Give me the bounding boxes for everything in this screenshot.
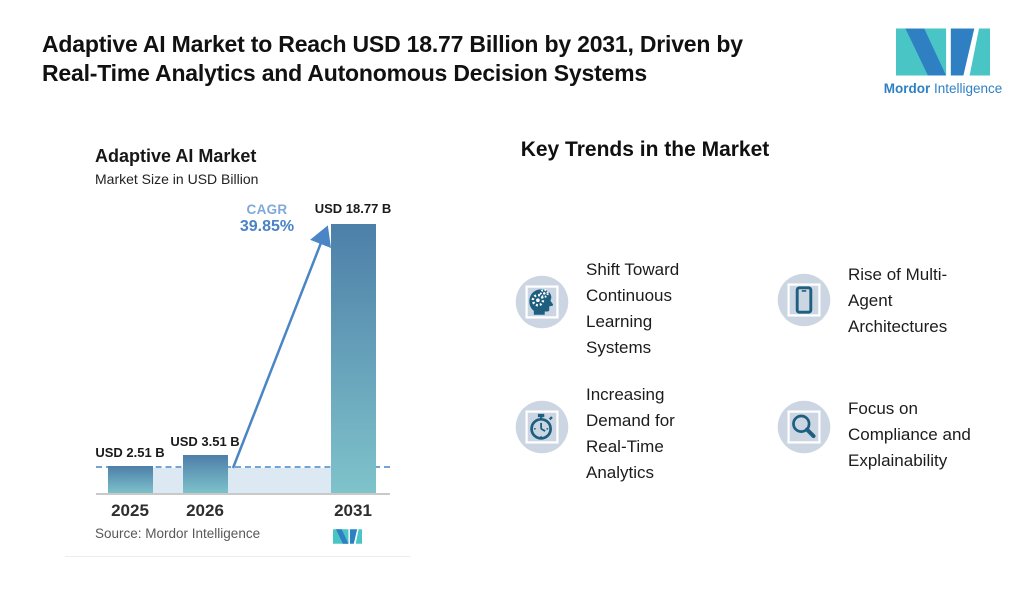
mordor-logo-small-icon xyxy=(333,529,362,544)
trend-text: Rise of Multi- Agent Architectures xyxy=(848,265,948,336)
mordor-logo-icon xyxy=(896,28,990,76)
bar-2031 xyxy=(331,224,376,494)
chart-title: Adaptive AI Market xyxy=(95,146,257,166)
page-title: Adaptive AI Market to Reach USD 18.77 Bi… xyxy=(42,31,743,86)
trend-item-continuous-learning: Shift Toward Continuous Learning Systems xyxy=(513,257,679,361)
bar-2026 xyxy=(183,455,228,494)
stopwatch-icon xyxy=(515,400,569,454)
trend-item-real-time-analytics: Increasing Demand for Real-Time Analytic… xyxy=(513,382,675,486)
x-tick-2031: 2031 xyxy=(334,501,372,520)
bar-value-label: USD 2.51 B xyxy=(95,445,165,460)
smartphone-icon xyxy=(777,273,831,327)
brand-name: Mordor Intelligence xyxy=(883,81,1003,96)
head-gears-icon xyxy=(515,275,569,329)
cagr-label: CAGR xyxy=(246,202,288,217)
bar-value-label: USD 18.77 B xyxy=(314,201,392,216)
cagr-value: 39.85% xyxy=(239,218,295,235)
market-size-chart: Adaptive AI Market Market Size in USD Bi… xyxy=(65,130,410,560)
source-credit: Source: Mordor Intelligence xyxy=(95,526,261,541)
bar-2025 xyxy=(108,466,153,494)
bar-value-label: USD 3.51 B xyxy=(170,434,240,449)
trend-item-compliance-explainability: Focus on Compliance and Explainability xyxy=(775,396,971,474)
trend-item-multi-agent: Rise of Multi- Agent Architectures xyxy=(775,262,947,340)
trends-heading: Key Trends in the Market xyxy=(520,138,770,161)
chart-subtitle: Market Size in USD Billion xyxy=(95,171,259,187)
brand-logo: Mordor Intelligence xyxy=(880,28,1006,96)
trend-text: Shift Toward Continuous Learning Systems xyxy=(586,260,680,357)
x-tick-2025: 2025 xyxy=(111,501,149,520)
magnifier-icon xyxy=(777,400,831,454)
trend-text: Focus on Compliance and Explainability xyxy=(848,399,971,470)
cagr-annotation: CAGR 39.85% xyxy=(233,202,301,236)
divider xyxy=(65,556,410,557)
x-tick-2026: 2026 xyxy=(186,501,224,520)
x-axis-line xyxy=(96,493,390,495)
trend-text: Increasing Demand for Real-Time Analytic… xyxy=(586,385,675,482)
